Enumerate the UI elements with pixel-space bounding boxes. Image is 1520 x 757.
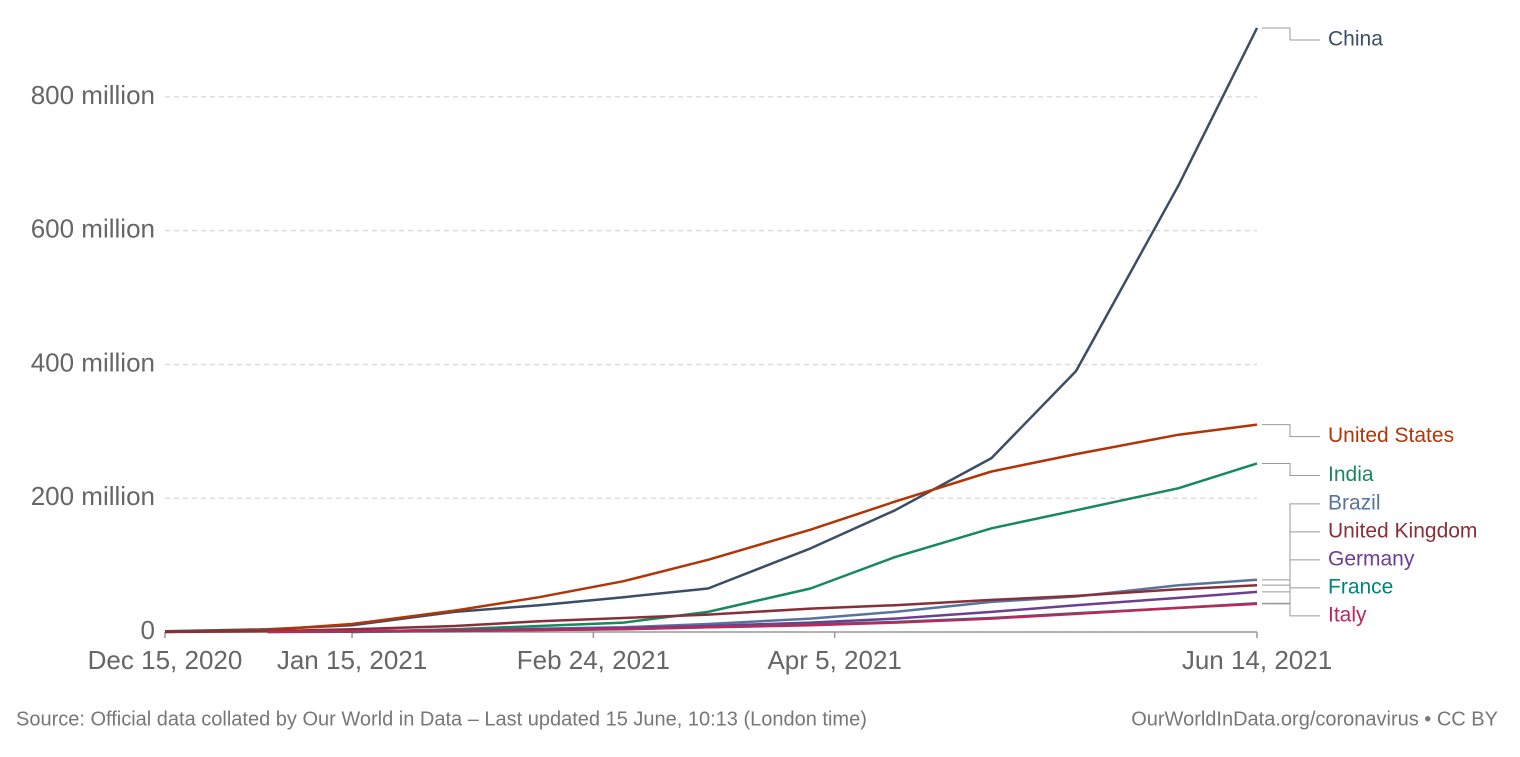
series-label: Italy [1328, 603, 1367, 626]
label-connector [1262, 27, 1320, 41]
series-line [164, 423, 1258, 634]
label-connector [1262, 424, 1320, 438]
label-connector [1262, 462, 1320, 476]
label-connector [1262, 559, 1320, 593]
x-tick-label: Feb 24, 2021 [517, 645, 670, 675]
series-label: Brazil [1328, 491, 1381, 514]
label-connector [1262, 587, 1320, 604]
series-label: France [1328, 575, 1393, 598]
label-connector [1262, 603, 1320, 617]
x-tick-label: Jan 15, 2021 [277, 645, 427, 675]
x-tick-label: Dec 15, 2020 [88, 645, 243, 675]
source-note: Source: Official data collated by Our Wo… [16, 708, 867, 730]
y-tick-label: 200 million [31, 481, 155, 511]
license-note: OurWorldInData.org/coronavirus • CC BY [1131, 708, 1498, 730]
y-tick-label: 800 million [31, 80, 155, 110]
label-connector [1262, 503, 1320, 581]
label-connector [1262, 531, 1320, 586]
series-line [351, 462, 1258, 634]
series-label: India [1328, 463, 1374, 486]
x-tick-label: Apr 5, 2021 [767, 645, 901, 675]
y-tick-label: 0 [141, 615, 155, 645]
series-label: China [1328, 28, 1383, 51]
series-line [267, 602, 1258, 634]
series-line [164, 27, 1259, 633]
series-line [164, 583, 1258, 634]
series-label: Germany [1328, 547, 1415, 570]
series-label: United Kingdom [1328, 519, 1477, 542]
y-tick-label: 400 million [31, 347, 155, 377]
x-tick-label: Jun 14, 2021 [1182, 645, 1332, 675]
series-label: United States [1328, 424, 1454, 447]
y-tick-label: 600 million [31, 214, 155, 244]
